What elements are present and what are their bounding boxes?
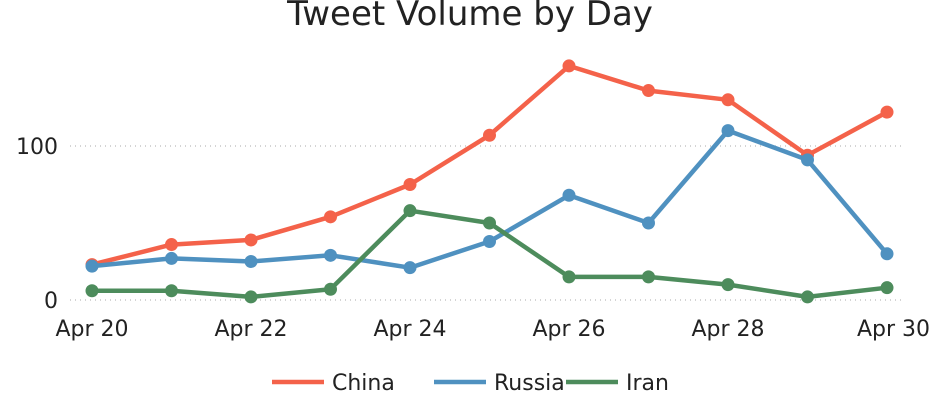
- grid: [70, 145, 902, 301]
- data-point-russia: [85, 259, 99, 273]
- data-point-china: [244, 233, 258, 247]
- series-group: [85, 59, 894, 304]
- data-point-china: [165, 238, 178, 252]
- y-tick-label: 0: [44, 289, 58, 314]
- data-point-china: [562, 59, 576, 73]
- data-point-iran: [562, 270, 576, 284]
- legend: China Russia Iran: [272, 371, 669, 396]
- data-point-iran: [880, 281, 894, 295]
- data-point-iran: [801, 290, 814, 304]
- data-point-china: [324, 210, 337, 224]
- legend-label-iran: Iran: [626, 371, 669, 396]
- series-iran: [85, 204, 894, 304]
- data-point-china: [880, 105, 894, 119]
- legend-label-china: China: [332, 371, 395, 396]
- data-point-iran: [165, 284, 178, 298]
- data-point-russia: [403, 261, 417, 275]
- x-tick-label: Apr 30: [857, 317, 930, 342]
- y-tick-label: 100: [16, 135, 58, 160]
- y-axis-ticks: 0 100: [16, 135, 58, 314]
- x-tick-label: Apr 22: [214, 317, 287, 342]
- x-axis-ticks: Apr 20 Apr 22 Apr 24 Apr 26 Apr 28 Apr 30: [55, 317, 930, 342]
- series-line-china: [89, 63, 890, 267]
- data-point-russia: [801, 153, 814, 167]
- data-point-russia: [165, 251, 178, 265]
- data-point-russia: [880, 247, 894, 261]
- x-tick-label: Apr 26: [532, 317, 605, 342]
- data-point-china: [483, 128, 496, 142]
- x-tick-label: Apr 20: [55, 317, 128, 342]
- data-point-russia: [324, 248, 337, 262]
- data-point-china: [721, 93, 735, 107]
- series-china: [85, 59, 894, 272]
- data-point-iran: [244, 290, 258, 304]
- x-tick-label: Apr 28: [691, 317, 764, 342]
- data-point-russia: [562, 188, 576, 202]
- data-point-russia: [244, 255, 258, 268]
- data-point-iran: [642, 270, 655, 284]
- data-point-iran: [483, 216, 496, 230]
- data-point-russia: [642, 216, 655, 230]
- data-point-china: [642, 84, 655, 98]
- chart-title: Tweet Volume by Day: [286, 0, 653, 34]
- data-point-iran: [721, 278, 735, 292]
- legend-label-russia: Russia: [494, 371, 565, 396]
- data-point-russia: [483, 234, 496, 248]
- series-russia: [85, 124, 894, 275]
- x-tick-label: Apr 24: [373, 317, 446, 342]
- data-point-china: [403, 178, 417, 191]
- data-point-iran: [403, 204, 417, 218]
- data-point-iran: [324, 282, 337, 296]
- data-point-iran: [85, 284, 99, 298]
- data-point-russia: [721, 124, 735, 138]
